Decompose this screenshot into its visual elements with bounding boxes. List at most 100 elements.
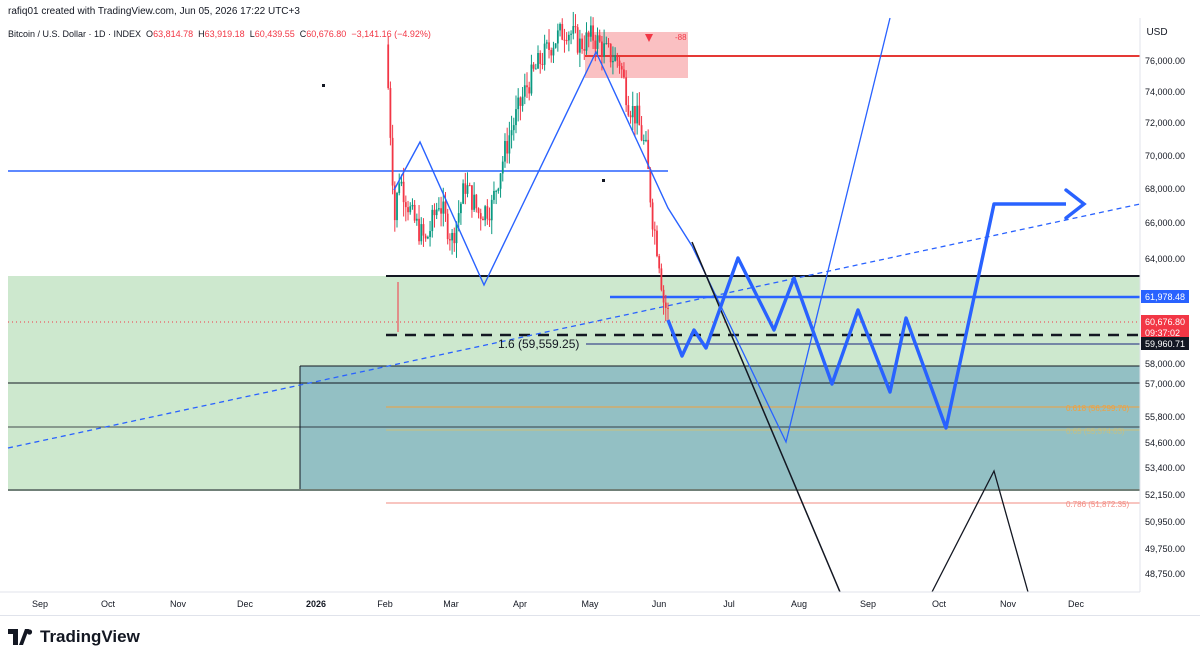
candle-body	[477, 208, 480, 214]
candle-body	[435, 209, 438, 216]
candle-body	[407, 207, 409, 213]
candle-body	[389, 88, 392, 138]
price-tick: 55,800.00	[1145, 412, 1185, 422]
candle-body	[415, 218, 418, 221]
brand-name: TradingView	[40, 627, 140, 646]
candle-body	[424, 235, 427, 239]
candle-body	[473, 194, 476, 210]
candle-body	[578, 38, 581, 53]
price-tick: 74,000.00	[1145, 87, 1185, 97]
candle-body	[640, 125, 643, 141]
candle-body	[629, 115, 632, 118]
candle-body	[490, 199, 493, 221]
candle-body	[446, 213, 449, 240]
price-tick: 50,950.00	[1145, 517, 1185, 527]
marker-label: -88	[675, 33, 687, 42]
price-tick: 52,150.00	[1145, 490, 1185, 500]
ohlc-change: −3,141.16 (−4.92%)	[351, 29, 431, 39]
candle-body	[647, 139, 650, 169]
candle-body	[541, 63, 544, 65]
ohlc-high: 63,919.18	[204, 29, 245, 39]
fib-618-label: 0.618 (56,299.76)	[1066, 404, 1129, 413]
footer-divider	[0, 615, 1200, 616]
tradingview-logo-icon	[8, 629, 33, 645]
price-tick: 54,600.00	[1145, 438, 1185, 448]
time-tick: Apr	[513, 599, 527, 609]
currency-label[interactable]: USD	[1146, 27, 1168, 38]
candle-body	[667, 307, 669, 309]
candle-body	[400, 181, 403, 184]
price-tick: 66,000.00	[1145, 218, 1185, 228]
candle-body	[638, 105, 641, 126]
candle-body	[499, 173, 502, 189]
time-tick: Jul	[723, 599, 735, 609]
candle-body	[512, 125, 515, 131]
candle-body	[631, 105, 634, 118]
time-tick: Dec	[237, 599, 254, 609]
candle-body	[574, 26, 577, 28]
candle-body	[444, 201, 447, 214]
candle-body	[396, 192, 398, 221]
candle-body	[398, 183, 401, 193]
candle-body	[455, 222, 458, 244]
candle-body	[537, 52, 539, 69]
price-label-level-1: 61,978.48	[1145, 292, 1185, 302]
projection-path	[666, 202, 1066, 430]
candle-body	[552, 47, 555, 56]
time-tick: Oct	[932, 599, 947, 609]
candle-body	[429, 231, 431, 237]
candle-body	[451, 232, 453, 241]
candle-body	[589, 25, 592, 37]
price-label-level-2: 59,960.71	[1145, 339, 1185, 349]
candle-body	[484, 206, 487, 221]
candle-body	[616, 55, 619, 61]
candle-body	[475, 194, 478, 209]
projection-arrowhead	[1064, 188, 1087, 220]
candle-body	[585, 32, 588, 51]
projection-black-down	[691, 241, 841, 593]
candle-body	[442, 201, 445, 214]
candle-body	[457, 213, 460, 223]
candle-body	[534, 68, 537, 70]
candle-body	[523, 85, 526, 97]
time-tick: Feb	[377, 599, 393, 609]
price-label-level-1-bg	[1141, 290, 1189, 303]
tradingview-logo[interactable]: TradingView	[8, 627, 140, 647]
price-tick: 68,000.00	[1145, 184, 1185, 194]
candle-body	[572, 26, 575, 34]
candle-body	[517, 97, 520, 110]
price-tick: 64,000.00	[1145, 254, 1185, 264]
candle-body	[561, 24, 564, 40]
price-tick: 53,400.00	[1145, 463, 1185, 473]
candle-body	[623, 69, 625, 78]
ohlc-low: 60,439.55	[254, 29, 295, 39]
last-price-label: 60,676.80	[1145, 317, 1185, 327]
candle-body	[393, 185, 396, 221]
candle-body	[596, 35, 599, 49]
candle-body	[521, 96, 524, 106]
candle-body	[448, 239, 451, 241]
candle-body	[625, 77, 628, 106]
time-tick: Sep	[32, 599, 48, 609]
symbol-name[interactable]: Bitcoin / U.S. Dollar · 1D · INDEX	[8, 29, 142, 39]
price-tick: 49,750.00	[1145, 544, 1185, 554]
candle-body	[548, 42, 550, 50]
candle-body	[614, 55, 617, 61]
ohlc-close: 60,676.80	[306, 29, 347, 39]
candle-body	[651, 202, 654, 230]
candle-body	[431, 209, 434, 232]
candle-body	[618, 60, 621, 67]
candle-body	[506, 141, 509, 154]
dot-1	[322, 84, 325, 87]
candle-body	[391, 137, 394, 186]
candle-body	[510, 130, 513, 136]
candle-body	[645, 139, 647, 141]
candle-body	[460, 203, 462, 214]
candle-body	[598, 35, 601, 42]
projection-black-peak	[931, 469, 1029, 593]
candle-body	[603, 43, 606, 57]
candle-body	[464, 183, 467, 194]
candle-body	[559, 24, 561, 31]
candle-body	[433, 209, 436, 216]
